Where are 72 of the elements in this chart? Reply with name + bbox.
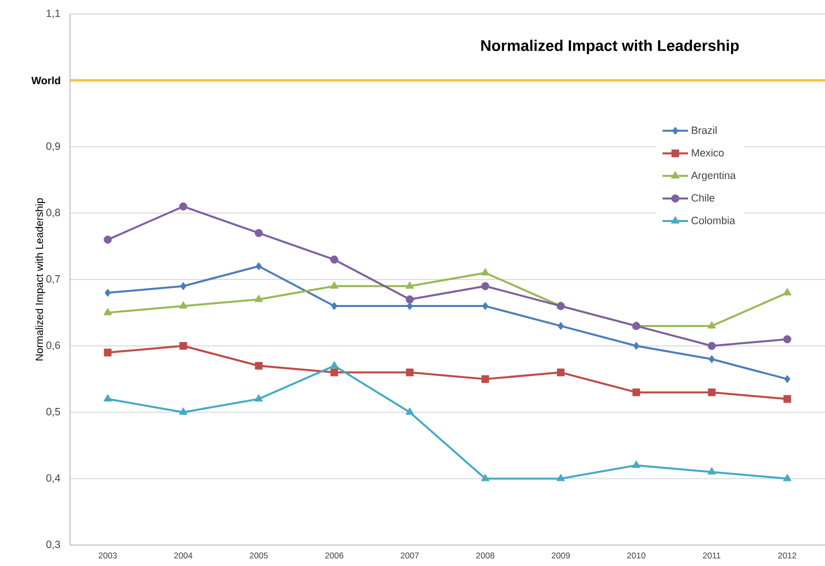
x-tick-label: 2008 — [476, 552, 494, 559]
point — [708, 321, 716, 329]
point — [330, 360, 338, 368]
point — [481, 282, 490, 290]
x-tick-label: 2010 — [627, 552, 646, 559]
x-tick-label: 2004 — [174, 552, 192, 559]
point — [256, 262, 262, 270]
legend-label: Chile — [692, 194, 714, 202]
y-axis-title: Normalized Impact with Leadership — [35, 198, 46, 360]
point — [179, 407, 188, 415]
point — [104, 348, 112, 356]
point — [254, 362, 263, 370]
ref-line-label: World — [31, 76, 60, 84]
point — [708, 388, 716, 396]
point — [783, 395, 792, 403]
point — [406, 302, 413, 310]
y-tick-label: 0,5 — [46, 408, 60, 417]
point — [254, 228, 263, 238]
point — [104, 394, 112, 402]
point — [481, 474, 490, 482]
point — [179, 301, 188, 309]
x-tick-label: 2003 — [98, 552, 117, 559]
point — [708, 355, 715, 364]
legend-label: Mexico — [692, 148, 724, 157]
point — [330, 281, 338, 289]
point — [331, 302, 338, 310]
point — [556, 368, 565, 376]
point — [783, 288, 792, 296]
y-tick-label: 0,7 — [46, 275, 60, 284]
point — [783, 474, 792, 482]
point — [558, 322, 564, 330]
legend-label: Brazil — [692, 126, 716, 134]
point — [104, 308, 112, 316]
point — [556, 474, 565, 482]
x-tick-label: 2012 — [778, 552, 796, 559]
point — [632, 388, 640, 396]
text: Normalized Impact with Leadership — [481, 40, 739, 54]
point — [406, 281, 414, 289]
point — [330, 368, 338, 376]
point — [406, 368, 414, 376]
point — [632, 460, 640, 468]
point — [784, 375, 790, 384]
point — [254, 394, 263, 402]
x-tick-label: 2005 — [250, 552, 268, 559]
point — [482, 302, 488, 310]
point — [783, 335, 792, 344]
point — [104, 236, 112, 244]
x-tick-label: 2011 — [703, 552, 720, 559]
legend-label: Argentina — [691, 171, 736, 182]
x-tick-label: 2006 — [325, 552, 344, 559]
y-tick-label: 0,9 — [46, 142, 60, 152]
point — [633, 342, 640, 350]
y-tick-label: 0,6 — [46, 342, 60, 350]
x-tick-label: 2009 — [552, 552, 570, 559]
point — [179, 342, 188, 350]
point — [708, 342, 716, 350]
point — [406, 407, 414, 415]
y-tick-label: 0,3 — [46, 540, 60, 550]
point — [179, 202, 188, 211]
point — [406, 295, 414, 304]
y-tick-label: 0,4 — [46, 474, 60, 483]
point — [481, 375, 490, 383]
point — [481, 268, 490, 276]
y-tick-label: 1,1 — [46, 10, 60, 18]
point — [708, 467, 716, 475]
y-tick-label: 0,8 — [46, 208, 60, 218]
point — [330, 256, 338, 264]
point — [104, 288, 111, 297]
x-tick-label: 2007 — [400, 552, 419, 559]
point — [180, 282, 186, 290]
point — [254, 294, 263, 302]
legend-label: Colombia — [692, 216, 736, 224]
